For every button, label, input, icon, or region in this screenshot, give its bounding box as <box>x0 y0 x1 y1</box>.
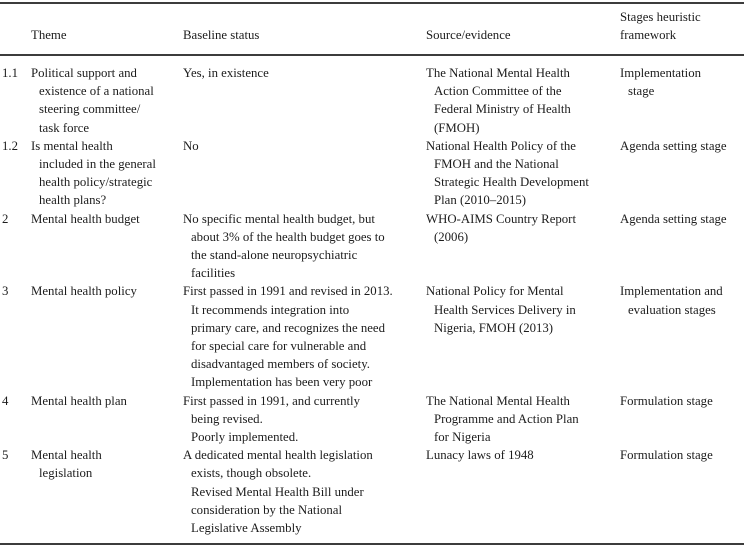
cell-source-evidence: The National Mental Health Programme and … <box>426 393 579 445</box>
cell-baseline-status: No specific mental health budget, but abo… <box>183 211 385 281</box>
cell-number: 1.2 <box>2 138 18 153</box>
cell-stage: Implementation stage <box>620 66 702 99</box>
cell-stage: Formulation stage <box>620 393 713 408</box>
cell-source-evidence: National Health Policy of the FMOH and th… <box>426 138 589 208</box>
cell-theme: Mental health legislation <box>31 448 102 481</box>
table-body: 1.1 Political support and existence of a … <box>0 56 744 537</box>
cell-stage: Formulation stage <box>620 448 713 463</box>
cell-stage: Agenda setting stage <box>620 138 727 153</box>
cell-theme: Mental health policy <box>31 284 137 299</box>
cell-number: 2 <box>2 211 9 226</box>
cell-stage: Implementation and evaluation stages <box>620 284 723 317</box>
cell-number: 1.1 <box>2 66 18 80</box>
cell-number: 4 <box>2 393 9 408</box>
cell-number: 5 <box>2 448 9 463</box>
cell-baseline-status: Yes, in existence <box>183 66 269 80</box>
cell-baseline-status: A dedicated mental health legislation exi… <box>183 448 373 536</box>
cell-baseline-status: First passed in 1991 and revised in 2013… <box>183 284 393 390</box>
cell-theme: Political support and existence of a nati… <box>31 66 154 135</box>
cell-stage: Agenda setting stage <box>620 211 727 226</box>
cell-baseline-status: No <box>183 138 199 153</box>
header-baseline-status: Baseline status <box>183 28 260 43</box>
header-stages-heuristic-framework: Stages heuristic framework <box>620 10 701 43</box>
header-source-evidence: Source/evidence <box>426 28 511 43</box>
header-theme: Theme <box>31 28 67 43</box>
cell-number: 3 <box>2 284 9 299</box>
cell-source-evidence: National Policy for Mental Health Service… <box>426 284 576 335</box>
cell-baseline-status: First passed in 1991, and currently being… <box>183 393 360 445</box>
header-number <box>0 8 31 44</box>
cell-source-evidence: Lunacy laws of 1948 <box>426 448 534 463</box>
table-bottom-rule <box>0 543 744 545</box>
table-top-rule <box>0 2 744 4</box>
cell-theme: Is mental health included in the general h… <box>31 138 156 208</box>
cell-theme: Mental health plan <box>31 393 127 408</box>
cell-source-evidence: The National Mental Health Action Committ… <box>426 66 571 135</box>
table-header-row: Theme Baseline status Source/evidence St… <box>0 4 744 57</box>
cell-source-evidence: WHO-AIMS Country Report (2006) <box>426 211 576 244</box>
cell-theme: Mental health budget <box>31 211 140 226</box>
